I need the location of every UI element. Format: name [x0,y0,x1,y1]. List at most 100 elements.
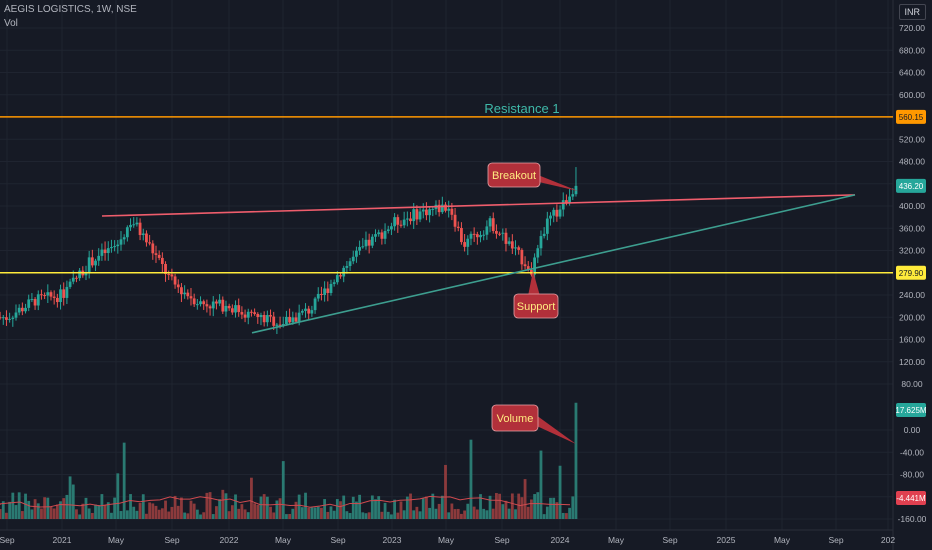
candle-body [571,194,575,197]
candle-body [17,307,21,313]
time-axis-tick: 2021 [53,535,72,545]
volume-bar [370,495,374,519]
volume-bar [332,510,336,519]
volume-bar [246,512,250,519]
candle-body [348,261,352,267]
price-axis-tick: 320.00 [899,246,925,256]
candle-body [453,214,457,227]
candle-body [36,294,40,306]
candle-body [555,209,559,217]
candle-body [361,246,365,248]
candle-body [456,226,460,228]
breakout-callout-pointer [530,175,578,191]
candle-body [259,314,263,318]
volume-bar [434,508,438,519]
candle-body [208,306,212,309]
volume-bar [323,499,327,519]
volume-bar [157,509,161,519]
volume-bar [510,493,514,519]
candle-body [479,234,482,238]
volume-bar [504,500,508,519]
resistance-price-badge: 560.15 [899,113,924,122]
candle-body [237,305,241,313]
candle-body [304,308,307,311]
volume-bar [154,505,158,519]
candle-body [409,218,412,222]
candle-body [90,257,94,266]
candle-body [106,248,110,254]
candle-body [14,312,18,318]
candle-body [75,277,78,279]
volume-bar [237,508,241,519]
candle-body [183,292,187,295]
candle-body [46,292,50,296]
candle-body [215,301,218,304]
candle-body [84,272,88,276]
time-axis-tick: Sep [164,535,179,545]
volume-bar [425,496,428,519]
volume-bar [202,512,206,519]
candle-body [450,208,454,215]
volume-axis-tick: -160.00 [898,514,927,524]
time-axis-tick: May [108,535,125,545]
candle-body [332,282,336,284]
volume-bar [0,509,2,519]
volume-bar [183,512,187,519]
volume-callout-label: Volume [497,413,534,425]
currency-button[interactable]: INR [898,4,926,20]
candle-body [370,236,374,246]
volume-bar [87,508,91,519]
volume-bar [97,505,101,519]
candle-body [517,247,521,250]
candle-body [504,232,508,244]
volume-bar [377,496,381,519]
candle-body [275,324,279,326]
volume-bar [262,494,266,519]
volume-bar [447,512,451,519]
candle-body [135,222,139,225]
candle-body [428,209,432,216]
candle-body [488,218,492,227]
volume-bar [393,499,397,519]
volume-bar [288,513,292,519]
volume-bar [313,507,317,519]
volume-bar [272,512,276,519]
volume-bar [402,510,406,519]
volume-bar [218,499,222,519]
volume-indicator-label[interactable]: Vol [4,18,18,29]
candle-body [246,311,250,318]
candle-body [447,208,451,211]
candle-body [125,227,129,238]
volume-bar [278,498,282,519]
candle-body [110,247,113,249]
volume-bar [450,503,454,519]
volume-bar [421,497,425,519]
candle-body [291,317,295,323]
volume-bar [221,489,225,519]
volume-axis-tick: -80.00 [900,470,924,480]
volume-bar [46,497,50,519]
candle-body [539,236,543,249]
volume-bar [460,513,463,519]
volume-bar [36,503,40,519]
price-axis-tick: 720.00 [899,23,925,33]
volume-bar [339,501,342,519]
candle-body [141,233,145,236]
candle-body [154,253,158,255]
volume-bar [52,508,56,519]
volume-bar [565,513,568,519]
volume-bar [119,511,123,519]
candle-body [300,310,304,313]
volume-bar [208,492,212,519]
time-axis-tick: May [275,535,292,545]
volume-bar [14,505,18,519]
volume-bar [307,507,311,519]
candle-body [345,266,349,268]
candle-body [167,274,171,276]
price-axis-tick: 160.00 [899,335,925,345]
candle-body [40,294,43,296]
candle-body [132,224,136,226]
volume-bar [475,509,479,519]
candle-body [265,315,269,323]
